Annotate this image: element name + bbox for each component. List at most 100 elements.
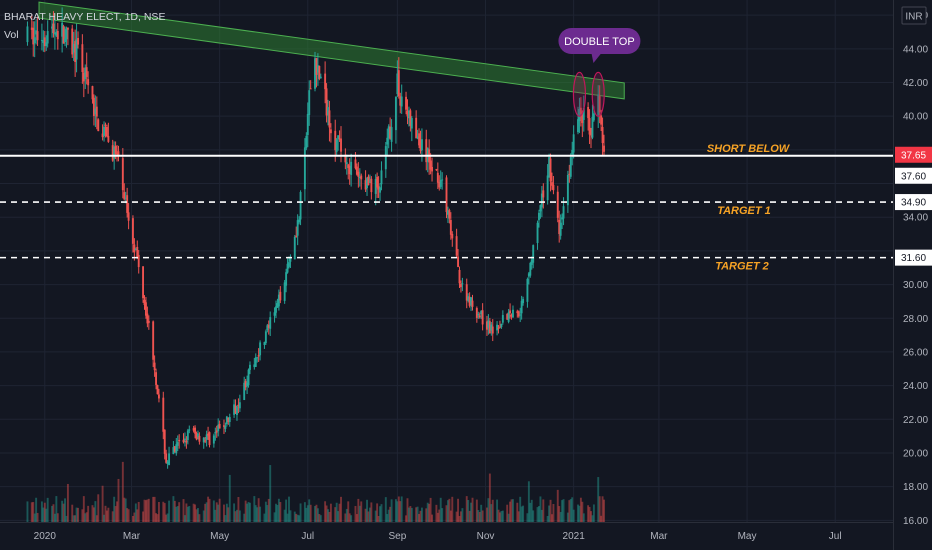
- y-tick-label: 42.00: [903, 78, 928, 89]
- candle-body: [26, 26, 29, 43]
- volume-bar: [522, 505, 525, 522]
- volume-bar: [162, 501, 165, 522]
- candle-body: [315, 58, 318, 75]
- volume-bar: [77, 507, 79, 522]
- volume-bar: [207, 496, 210, 522]
- candle-body: [522, 299, 525, 304]
- candle-body: [296, 220, 299, 236]
- volume-bar: [581, 501, 584, 522]
- volume-bar: [247, 502, 250, 522]
- candle-body: [546, 175, 549, 201]
- candle-body: [195, 433, 198, 440]
- callout-pointer: [591, 53, 602, 63]
- candle-body: [328, 110, 331, 128]
- volume-bar: [512, 499, 514, 522]
- volume-bar: [491, 499, 494, 522]
- candle-body: [266, 325, 269, 331]
- volume-bar: [389, 506, 392, 522]
- candle-body: [471, 300, 474, 307]
- candle-body: [214, 432, 217, 434]
- candle-body: [117, 151, 120, 156]
- volume-bar: [551, 514, 553, 522]
- volume-bar: [578, 505, 581, 522]
- candle-body: [370, 178, 373, 193]
- candle-body: [87, 79, 90, 86]
- candle-body: [468, 296, 471, 306]
- volume-bar: [45, 508, 48, 522]
- volume-bar: [264, 501, 267, 522]
- candle-body: [329, 129, 332, 134]
- currency-button[interactable]: INR: [901, 6, 927, 25]
- candle-body: [345, 162, 348, 165]
- volume-bar: [556, 489, 559, 522]
- candle-body: [153, 362, 156, 371]
- candle-body: [415, 117, 418, 139]
- volume-bar: [146, 499, 149, 522]
- volume-bar: [244, 500, 247, 522]
- candle-body: [478, 315, 481, 318]
- resistance-band[interactable]: [38, 1, 625, 100]
- candle-body: [542, 190, 545, 198]
- volume-bar: [451, 496, 454, 522]
- candle-body: [97, 119, 100, 132]
- y-tick-label: 40.00: [903, 112, 928, 123]
- volume-bar: [259, 506, 262, 522]
- candle-body: [279, 291, 282, 301]
- candle-body: [418, 133, 420, 146]
- y-tick-label: 22.00: [903, 415, 928, 426]
- candle-body: [277, 294, 280, 307]
- candle-body: [559, 222, 562, 236]
- candle-body: [348, 165, 351, 175]
- volume-bar: [101, 485, 104, 522]
- volume-bar: [334, 507, 337, 522]
- candle-body: [549, 158, 552, 182]
- candle-body: [581, 111, 584, 124]
- volume-bar: [461, 508, 464, 522]
- candle-body: [257, 355, 260, 357]
- candle-body: [156, 385, 159, 395]
- candle-body: [36, 31, 39, 41]
- volume-bar: [316, 508, 319, 522]
- candle-body: [448, 210, 451, 219]
- volume-bar: [97, 494, 100, 522]
- callout-bubble[interactable]: [558, 28, 641, 54]
- candle-body: [603, 145, 605, 152]
- candle-body: [459, 283, 462, 288]
- volume-bar: [478, 512, 481, 522]
- candle-body: [539, 205, 542, 212]
- callout-label: DOUBLE TOP: [564, 36, 635, 48]
- volume-bar: [26, 501, 29, 522]
- volume-bar: [184, 515, 186, 522]
- candle-body: [205, 434, 208, 440]
- candle-body: [56, 30, 59, 40]
- volume-bar: [315, 504, 318, 522]
- volume-bar: [532, 510, 535, 522]
- candle-body: [527, 273, 530, 277]
- candle-body: [30, 27, 33, 30]
- y-tick-label: 20.00: [903, 448, 928, 459]
- candle-body: [429, 160, 432, 170]
- candle-body: [591, 116, 594, 138]
- volume-bar: [441, 508, 444, 522]
- candle-body: [529, 262, 532, 276]
- candle-body: [269, 317, 272, 329]
- volume-bar: [566, 512, 569, 522]
- candle-body: [486, 321, 488, 330]
- volume-bar: [510, 499, 513, 522]
- candle-body: [566, 174, 569, 206]
- candle-body: [103, 126, 105, 136]
- volume-bar: [163, 503, 166, 522]
- volume-bar: [390, 499, 393, 522]
- x-tick-label: Sep: [388, 531, 406, 542]
- volume-bar: [519, 496, 522, 522]
- candle-body: [126, 195, 129, 213]
- candle-body: [538, 212, 540, 221]
- candle-body: [601, 127, 604, 144]
- candle-body: [441, 179, 444, 181]
- volume-bar: [601, 496, 604, 522]
- time-axis[interactable]: 2020 Mar May Jul Sep Nov 2021 Mar May Jul: [34, 531, 842, 542]
- candle-body: [66, 27, 69, 30]
- candle-body: [64, 38, 66, 43]
- volume-bar: [56, 513, 59, 522]
